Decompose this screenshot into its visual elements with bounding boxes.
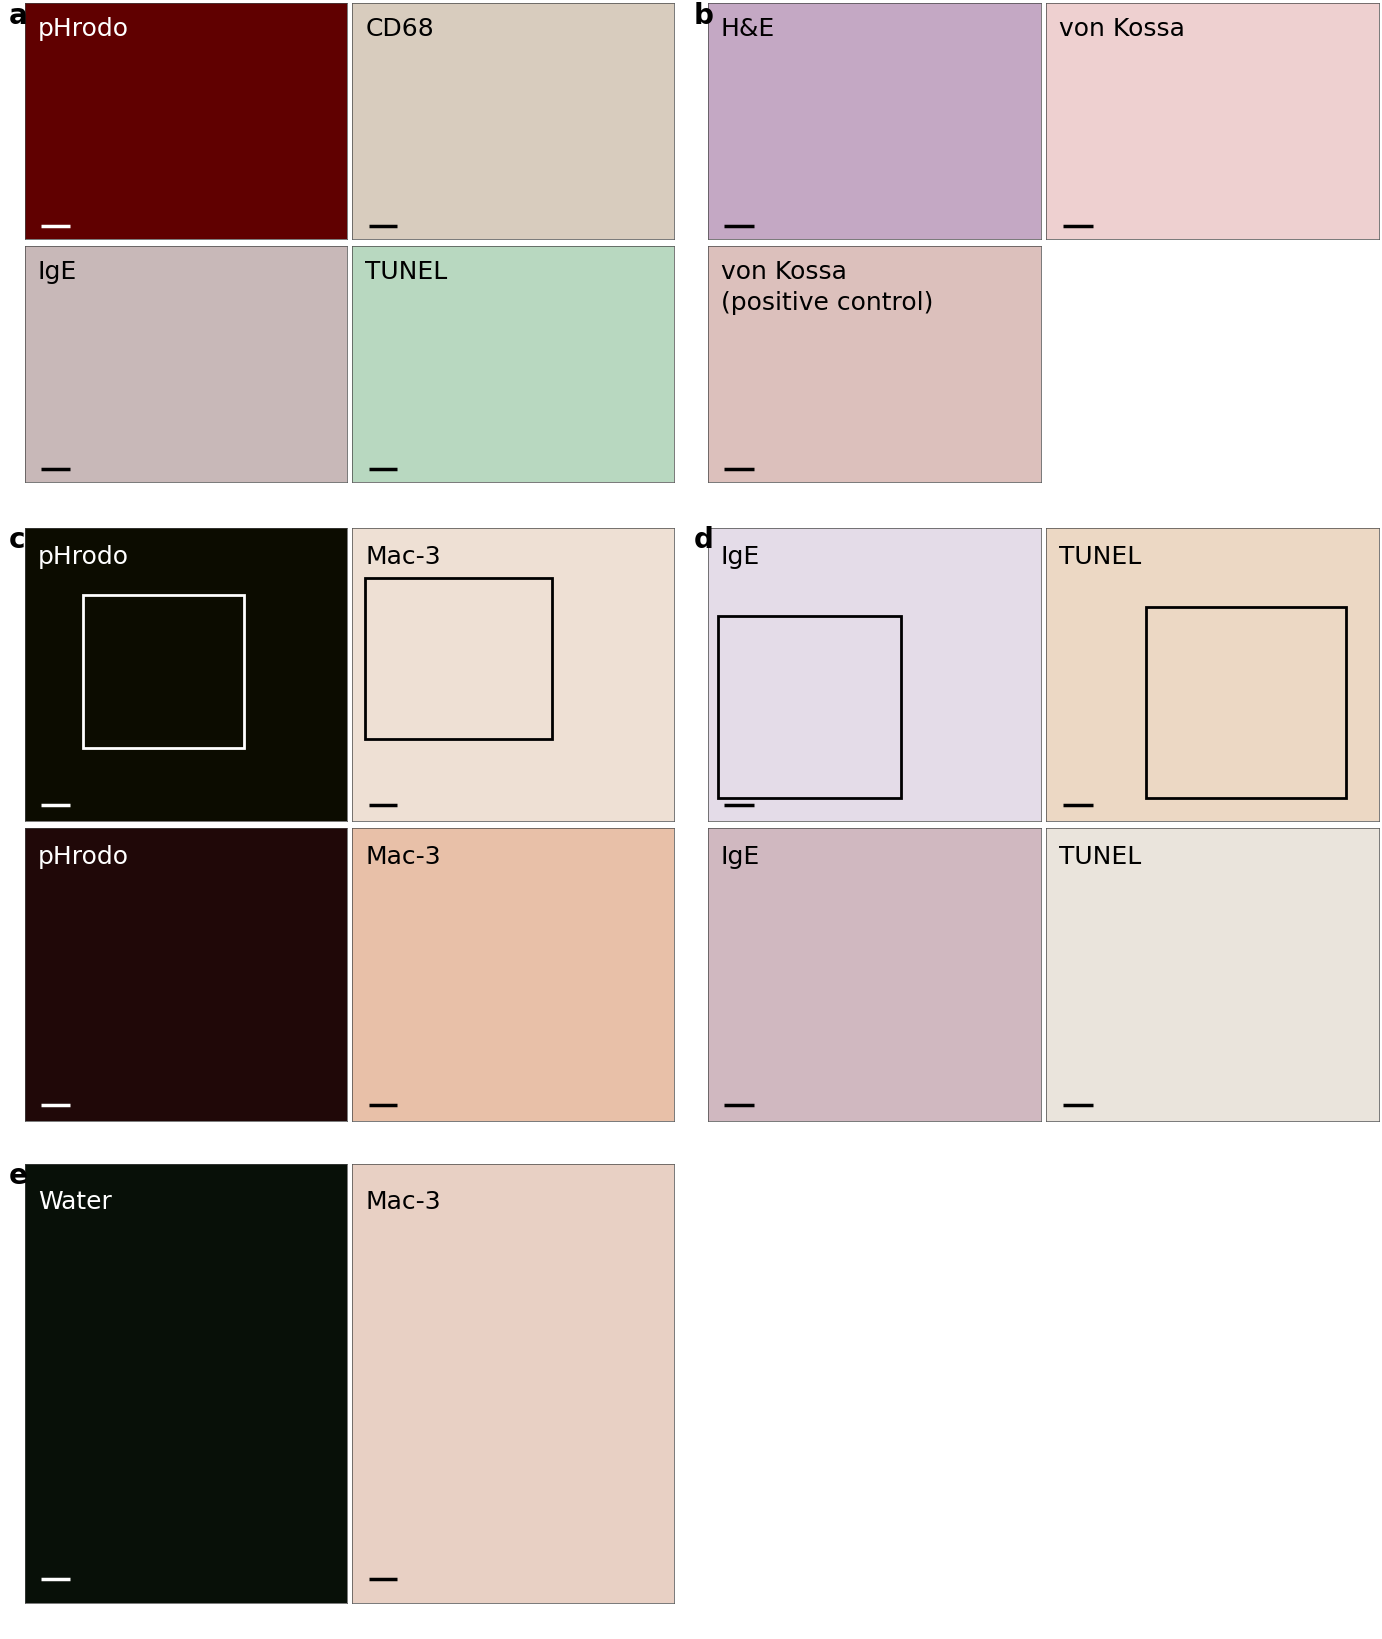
Text: IgE: IgE [721,546,760,569]
Text: e: e [8,1162,28,1190]
Text: Mac-3: Mac-3 [365,1190,441,1214]
Text: d: d [694,526,713,554]
Text: pHrodo: pHrodo [37,846,129,869]
Text: TUNEL: TUNEL [1060,546,1142,569]
Text: Water: Water [37,1190,112,1214]
Text: b: b [694,2,713,30]
Text: (positive control): (positive control) [721,290,933,315]
Text: von Kossa: von Kossa [721,261,847,284]
Text: IgE: IgE [721,846,760,869]
Text: IgE: IgE [37,261,77,284]
Text: pHrodo: pHrodo [37,18,129,41]
Text: Mac-3: Mac-3 [365,546,441,569]
Text: von Kossa: von Kossa [1060,18,1186,41]
Text: TUNEL: TUNEL [1060,846,1142,869]
Text: CD68: CD68 [365,18,434,41]
Text: c: c [8,526,25,554]
Text: H&E: H&E [721,18,775,41]
Text: Mac-3: Mac-3 [365,846,441,869]
Text: TUNEL: TUNEL [365,261,448,284]
Text: a: a [8,2,28,30]
Text: pHrodo: pHrodo [37,546,129,569]
